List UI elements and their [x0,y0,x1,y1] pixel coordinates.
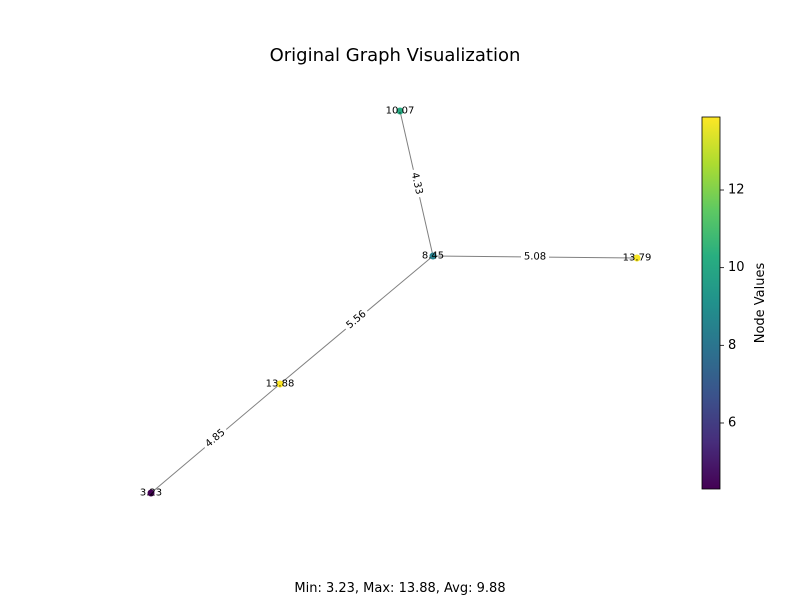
graph-node [276,380,284,388]
node-label: 13.79 [623,253,652,264]
edge-label-background [520,249,550,264]
colorbar-tick-label: 12 [728,183,745,198]
colorbar-gradient [701,116,721,490]
node-label: 8.45 [422,251,444,262]
edge-label-background [341,305,372,334]
graph-node [147,489,155,497]
edge-label-background [407,168,427,199]
colorbar-label: Node Values [753,263,768,344]
graph-node [633,254,641,262]
colorbar-tick-label: 8 [728,338,736,353]
node-label: 3.23 [140,488,162,499]
node-label: 13.88 [266,379,295,390]
graph-node [396,107,404,115]
summary-stats: Min: 3.23, Max: 13.88, Avg: 9.88 [294,581,506,596]
colorbar-tick-label: 6 [728,415,736,430]
figure-title: Original Graph Visualization [269,45,521,66]
nodes-layer [147,107,641,497]
node-label: 10.07 [386,106,415,117]
edge-label: 5.08 [524,251,546,262]
colorbar-ticks: 6 8 10 12 [720,183,745,430]
edge-label-background [200,424,231,453]
graph-node [429,252,437,260]
colorbar-tick-label: 10 [728,260,745,275]
edge-label: 4.33 [409,171,425,195]
colorbar: 6 8 10 12 Node Values [701,116,768,490]
